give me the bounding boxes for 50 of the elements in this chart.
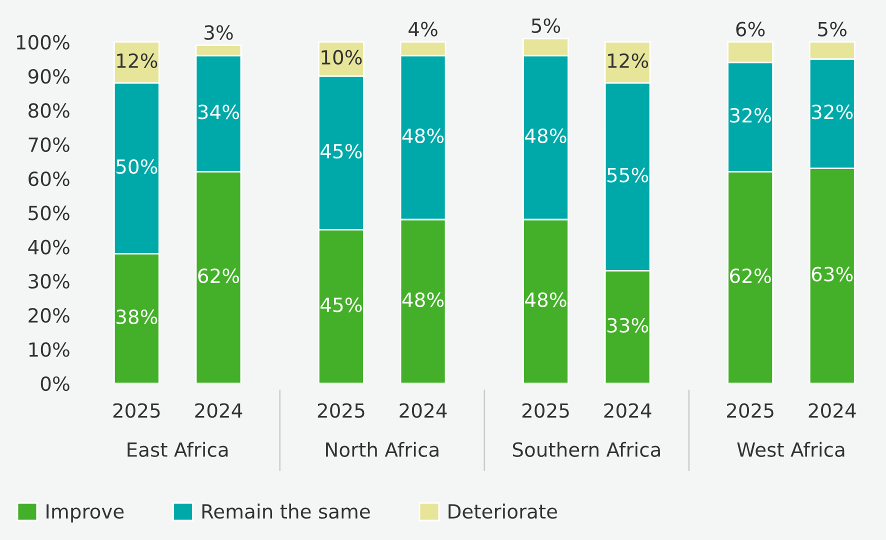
- legend-label: Improve: [46, 504, 124, 522]
- data-label: 12%: [608, 53, 648, 68]
- data-label: 3%: [204, 25, 233, 40]
- text: Southern Africa: [512, 442, 660, 457]
- data-label: 50%: [116, 159, 158, 174]
- data-label: 33%: [607, 318, 648, 333]
- data-label: 6%: [736, 22, 765, 36]
- y-tick-label: 20%: [28, 308, 70, 323]
- y-tick-label: 40%: [28, 240, 70, 254]
- y-tick-label: 30%: [28, 274, 70, 289]
- y-tick-label: 50%: [28, 206, 70, 220]
- x-tick-label: 2024: [808, 403, 856, 418]
- legend-label: Remain the same: [202, 504, 370, 519]
- data-label: 63%: [812, 266, 853, 282]
- y-tick-label: 10%: [29, 342, 70, 357]
- data-label: 48%: [402, 128, 444, 144]
- data-label: 62%: [730, 268, 771, 284]
- data-label: 10%: [322, 50, 362, 65]
- x-tick-label: 2025: [727, 403, 774, 418]
- x-tick-label: 2024: [195, 403, 242, 418]
- data-label: 45%: [320, 144, 362, 159]
- x-tick-label: 2025: [522, 403, 569, 418]
- text: West Africa: [737, 442, 844, 457]
- data-label: 5%: [532, 18, 560, 34]
- data-label: 45%: [320, 298, 362, 312]
- x-tick-label: 2025: [318, 403, 364, 418]
- data-label: 48%: [402, 292, 444, 308]
- data-label: 55%: [607, 168, 648, 182]
- y-tick-label: 0%: [40, 376, 70, 392]
- data-label: 5%: [818, 22, 846, 36]
- data-label: 32%: [812, 104, 853, 120]
- y-tick-label: 90%: [28, 69, 70, 84]
- y-tick-label: 80%: [28, 103, 70, 118]
- legend-label: Deteriorate: [448, 504, 558, 519]
- text: East Africa: [128, 442, 228, 457]
- data-label: 32%: [730, 108, 771, 123]
- data-label: 12%: [117, 53, 158, 68]
- data-label: 38%: [116, 309, 158, 324]
- data-label: 48%: [525, 292, 566, 308]
- data-label: 4%: [408, 22, 438, 36]
- y-tick-label: 60%: [28, 171, 70, 186]
- x-tick-label: 2025: [113, 403, 160, 418]
- y-tick-label: 70%: [28, 137, 70, 152]
- data-label: 62%: [198, 268, 240, 284]
- y-tick-label: 100%: [16, 34, 70, 50]
- text: North Africa: [326, 442, 438, 457]
- data-label: 48%: [525, 128, 566, 144]
- x-tick-label: 2024: [604, 403, 652, 418]
- x-tick-label: 2024: [400, 403, 447, 418]
- data-label: 34%: [198, 104, 240, 120]
